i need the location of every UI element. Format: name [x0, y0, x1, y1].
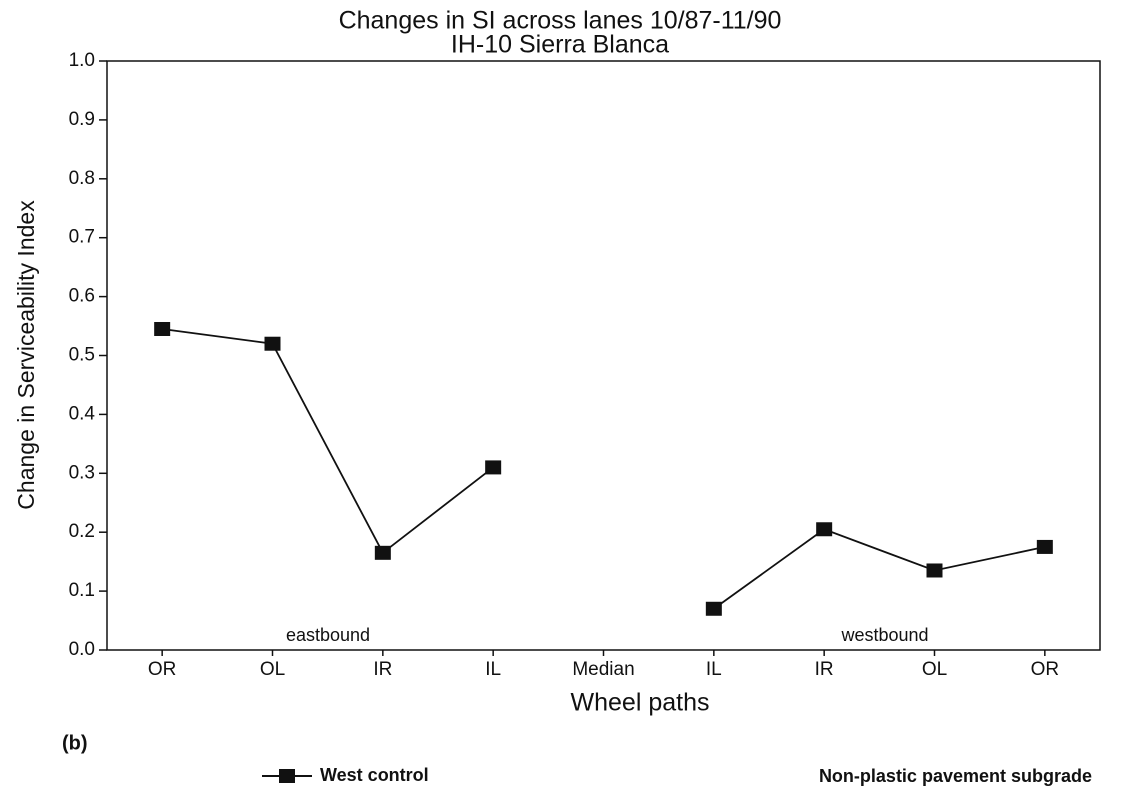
y-tick-label: 0.6: [69, 286, 95, 307]
chart-subtitle: IH-10 Sierra Blanca: [451, 31, 669, 59]
plot-frame: [106, 60, 1101, 651]
x-tick-label: IL: [706, 659, 722, 680]
x-tick-label: Median: [572, 659, 634, 680]
x-tick-label: IR: [815, 659, 834, 680]
annotation: westbound: [840, 625, 928, 645]
x-tick-label: IL: [485, 659, 501, 680]
y-tick-label: 0.7: [69, 227, 95, 248]
y-tick-label: 0.4: [69, 403, 96, 424]
data-point: [374, 545, 391, 560]
x-tick-label: OL: [922, 659, 947, 680]
chart-title: Changes in SI across lanes 10/87-11/90: [339, 7, 782, 35]
x-tick-label: OR: [1031, 659, 1060, 680]
legend-marker: [279, 769, 295, 783]
y-tick-label: 0.5: [69, 345, 95, 366]
data-point: [705, 601, 722, 616]
series-line: [162, 328, 494, 555]
x-tick-label: IR: [373, 659, 392, 680]
data-point: [485, 460, 502, 475]
x-axis-label: Wheel paths: [571, 689, 710, 717]
annotation: Non-plastic pavement subgrade: [819, 766, 1092, 786]
y-tick-label: 0.9: [69, 109, 95, 130]
data-point: [1036, 539, 1053, 554]
y-tick-label: 0.0: [69, 639, 95, 660]
annotation: (b): [62, 732, 88, 754]
x-tick-label: OL: [260, 659, 285, 680]
y-tick-label: 0.2: [69, 521, 95, 542]
data-point: [926, 563, 943, 578]
x-tick-label: OR: [148, 659, 177, 680]
series-line: [713, 528, 1046, 610]
legend-label: West control: [320, 765, 429, 785]
y-tick-label: 0.1: [69, 580, 95, 601]
y-axis-label: Change in Serviceability Index: [13, 200, 39, 510]
data-point: [264, 336, 281, 351]
annotation: eastbound: [286, 625, 370, 645]
y-tick-label: 0.3: [69, 462, 95, 483]
y-tick-label: 1.0: [69, 50, 95, 71]
y-tick-label: 0.8: [69, 168, 95, 189]
data-point: [154, 321, 171, 336]
data-point: [816, 522, 833, 537]
